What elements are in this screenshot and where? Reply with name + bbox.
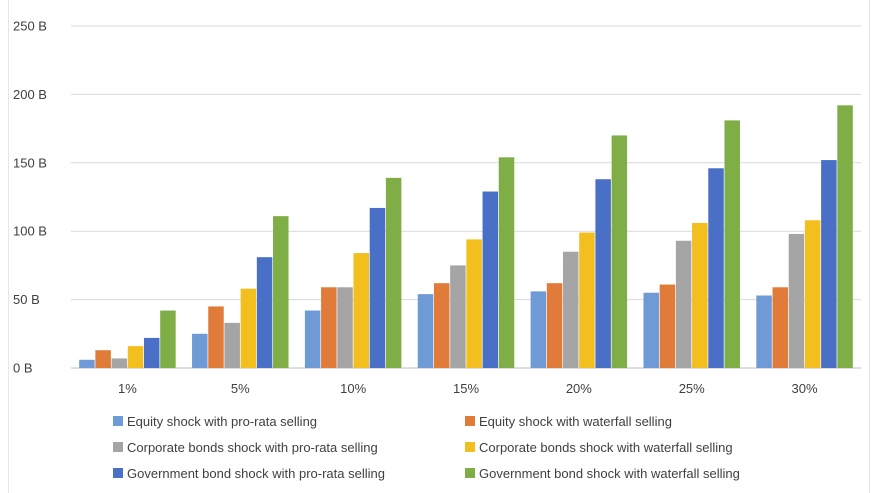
y-tick-label: 50 B	[13, 292, 40, 307]
x-tick-label: 30%	[792, 381, 818, 396]
legend-label: Government bond shock with pro-rata sell…	[127, 466, 385, 481]
bars	[79, 105, 853, 368]
bar	[805, 220, 821, 368]
x-tick-label: 15%	[453, 381, 479, 396]
bar	[418, 294, 434, 368]
bar	[643, 293, 659, 368]
legend-item: Government bond shock with pro-rata sell…	[113, 466, 385, 481]
bar-chart: 0 B 50 B 100 B 150 B 200 B 250 B 1% 5% 10% 15% 20…	[9, 0, 869, 493]
bar	[724, 120, 740, 368]
bar	[95, 350, 111, 368]
bar	[595, 179, 611, 368]
y-tick-label: 0 B	[13, 361, 33, 376]
bar	[773, 287, 789, 368]
bar	[837, 105, 853, 368]
bar	[353, 253, 369, 368]
legend-label: Equity shock with pro-rata selling	[127, 414, 317, 429]
x-tick-label: 25%	[679, 381, 705, 396]
bar	[821, 160, 837, 368]
legend-swatch	[113, 442, 123, 452]
legend-label: Corporate bonds shock with pro-rata sell…	[127, 440, 378, 455]
y-tick-label: 250 B	[13, 19, 47, 34]
x-tick-label: 20%	[566, 381, 592, 396]
bar	[192, 334, 208, 368]
bar	[79, 360, 95, 368]
legend-swatch	[113, 468, 123, 478]
bar	[450, 265, 466, 368]
legend-swatch	[465, 468, 475, 478]
bar	[756, 295, 772, 368]
bar	[224, 323, 240, 368]
legend-item: Corporate bonds shock with pro-rata sell…	[113, 440, 378, 455]
bar	[466, 239, 482, 368]
y-tick-label: 100 B	[13, 224, 47, 239]
legend-item: Corporate bonds shock with waterfall sel…	[465, 440, 733, 455]
bar	[692, 223, 708, 368]
x-tick-label: 1%	[118, 381, 137, 396]
bar	[563, 252, 579, 368]
legend-label: Government bond shock with waterfall sel…	[479, 466, 740, 481]
bar	[273, 216, 289, 368]
bar	[483, 192, 499, 368]
bar	[660, 285, 676, 368]
bar	[241, 289, 257, 368]
y-tick-label: 150 B	[13, 155, 47, 170]
bar	[337, 287, 353, 368]
bar	[708, 168, 724, 368]
bar	[257, 257, 273, 368]
legend-item: Equity shock with waterfall selling	[465, 414, 672, 429]
legend-swatch	[465, 416, 475, 426]
legend-swatch	[465, 442, 475, 452]
bar	[321, 287, 337, 368]
bar	[370, 208, 386, 368]
bar	[112, 358, 128, 368]
legend-item: Equity shock with pro-rata selling	[113, 414, 317, 429]
bar	[676, 241, 692, 368]
bar	[499, 157, 515, 368]
legend-label: Corporate bonds shock with waterfall sel…	[479, 440, 733, 455]
legend: Equity shock with pro-rata selling Equity…	[113, 414, 740, 481]
bar	[547, 283, 563, 368]
legend-item: Government bond shock with waterfall sel…	[465, 466, 740, 481]
bar	[434, 283, 450, 368]
chart-frame: 0 B 50 B 100 B 150 B 200 B 250 B 1% 5% 10% 15% 20…	[8, 0, 870, 493]
bar	[789, 234, 805, 368]
bar	[128, 346, 143, 368]
bar	[579, 233, 595, 368]
bar	[160, 311, 176, 368]
legend-swatch	[113, 416, 123, 426]
bar	[612, 135, 628, 368]
bar	[531, 291, 547, 368]
legend-label: Equity shock with waterfall selling	[479, 414, 672, 429]
x-axis-ticks: 1% 5% 10% 15% 20% 25% 30%	[118, 381, 818, 396]
y-axis-ticks: 0 B 50 B 100 B 150 B 200 B 250 B	[13, 19, 47, 376]
gridlines	[71, 26, 861, 368]
bar	[208, 306, 224, 368]
x-tick-label: 5%	[231, 381, 250, 396]
bar	[305, 311, 321, 368]
bar	[144, 338, 160, 368]
y-tick-label: 200 B	[13, 87, 47, 102]
x-tick-label: 10%	[340, 381, 366, 396]
bar	[386, 178, 402, 368]
